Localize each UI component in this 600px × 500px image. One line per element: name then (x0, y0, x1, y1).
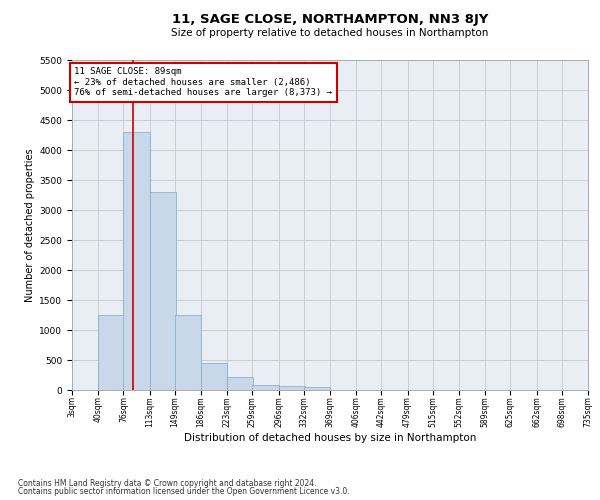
X-axis label: Distribution of detached houses by size in Northampton: Distribution of detached houses by size … (184, 432, 476, 442)
Bar (175, 315, 201, 390)
Bar (124, 132, 149, 390)
Text: Contains public sector information licensed under the Open Government Licence v3: Contains public sector information licen… (18, 487, 350, 496)
Bar (304, 387, 330, 390)
Bar (253, 384, 278, 390)
Text: Size of property relative to detached houses in Northampton: Size of property relative to detached ho… (172, 28, 488, 38)
Text: 11 SAGE CLOSE: 89sqm
← 23% of detached houses are smaller (2,486)
76% of semi-de: 11 SAGE CLOSE: 89sqm ← 23% of detached h… (74, 67, 332, 97)
Bar (149, 192, 176, 390)
Bar (201, 363, 227, 390)
Text: Contains HM Land Registry data © Crown copyright and database right 2024.: Contains HM Land Registry data © Crown c… (18, 478, 317, 488)
Bar (278, 386, 305, 390)
Y-axis label: Number of detached properties: Number of detached properties (25, 148, 35, 302)
Bar (98, 315, 124, 390)
Text: 11, SAGE CLOSE, NORTHAMPTON, NN3 8JY: 11, SAGE CLOSE, NORTHAMPTON, NN3 8JY (172, 12, 488, 26)
Bar (227, 378, 253, 390)
